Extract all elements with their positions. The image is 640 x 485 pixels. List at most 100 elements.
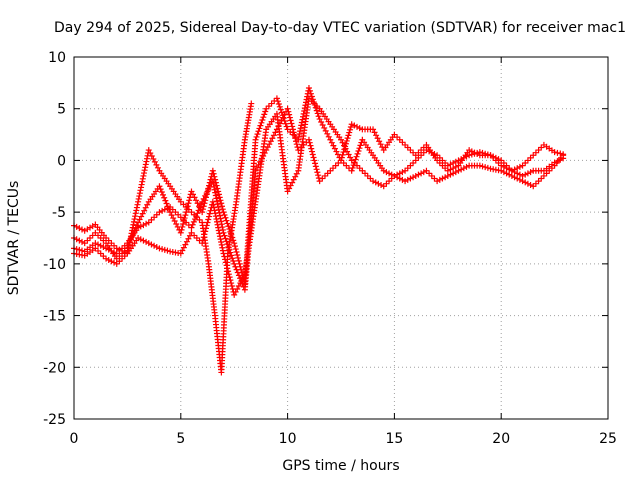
data-point (479, 163, 486, 170)
data-point (163, 200, 170, 207)
data-point (348, 121, 355, 128)
data-point (234, 269, 241, 276)
data-point (222, 235, 229, 242)
data-point (199, 209, 206, 216)
data-point (484, 164, 491, 171)
series-track-2 (71, 85, 567, 288)
x-tick-label: 20 (492, 431, 510, 447)
data-point (516, 171, 523, 178)
data-point (213, 182, 220, 189)
data-point (140, 222, 147, 229)
data-point (206, 210, 213, 217)
data-point (444, 172, 451, 179)
data-point (105, 256, 112, 263)
data-point (222, 214, 229, 221)
series-track-1 (71, 100, 255, 376)
data-point (351, 122, 358, 129)
data-point (407, 175, 414, 182)
data-point (343, 137, 350, 144)
data-point (253, 133, 260, 140)
data-point (372, 179, 379, 186)
chart-title: Day 294 of 2025, Sidereal Day-to-day VTE… (54, 20, 626, 36)
data-point (383, 169, 390, 176)
data-point (347, 124, 354, 131)
data-point (183, 209, 190, 216)
data-point (307, 142, 314, 149)
data-point (224, 265, 231, 272)
data-point (111, 259, 118, 266)
data-point (235, 254, 242, 261)
data-point (519, 172, 526, 179)
data-point (226, 246, 233, 253)
data-point (292, 135, 299, 142)
data-point (375, 180, 382, 187)
data-point (305, 85, 312, 92)
data-point (516, 163, 523, 170)
data-point (506, 166, 513, 173)
data-point (447, 171, 454, 178)
data-point (498, 162, 505, 169)
data-point (344, 135, 351, 142)
data-point (262, 108, 269, 115)
data-point (511, 174, 518, 181)
data-point (309, 148, 316, 155)
data-point (160, 191, 166, 198)
data-point (274, 98, 281, 105)
data-point (380, 167, 387, 174)
data-point (476, 162, 483, 169)
data-point (159, 246, 166, 253)
data-point (162, 197, 169, 204)
data-point (219, 206, 226, 213)
data-point (527, 169, 534, 176)
data-point (108, 258, 115, 265)
x-tick-label: 15 (385, 431, 403, 447)
data-point (420, 169, 427, 176)
data-point (257, 122, 264, 129)
data-point (151, 242, 158, 249)
data-point (222, 256, 229, 263)
data-point (315, 113, 322, 120)
data-point (227, 228, 234, 235)
data-point (354, 123, 361, 130)
data-point (482, 150, 489, 157)
data-point (460, 154, 467, 161)
data-point (423, 147, 430, 154)
data-point (261, 111, 268, 118)
data-point (352, 156, 359, 163)
x-tick-label: 25 (599, 431, 617, 447)
data-point (431, 150, 438, 157)
data-point (476, 149, 483, 156)
data-point (399, 169, 406, 176)
data-point (231, 260, 238, 267)
data-point (338, 154, 345, 161)
data-point (140, 237, 147, 244)
data-point (164, 247, 171, 254)
data-point (554, 158, 561, 165)
data-point (157, 186, 164, 193)
data-point (79, 238, 86, 245)
data-point (193, 213, 200, 220)
data-point (527, 181, 534, 188)
data-point (258, 119, 265, 126)
data-point (190, 218, 197, 225)
data-point (216, 194, 223, 201)
data-point (313, 166, 320, 173)
data-point (195, 207, 202, 214)
data-point (394, 171, 401, 178)
data-point (237, 275, 244, 282)
data-point (522, 179, 529, 186)
data-point (503, 165, 510, 172)
data-point (511, 169, 518, 176)
data-point (468, 151, 475, 158)
data-point (179, 223, 186, 230)
data-point (97, 242, 104, 249)
data-point (223, 238, 230, 245)
data-point (277, 106, 284, 113)
data-point (230, 237, 237, 244)
data-point (311, 157, 318, 164)
grid-layer (74, 57, 608, 419)
data-point (206, 213, 213, 220)
data-point (234, 251, 241, 258)
data-point (228, 252, 235, 259)
